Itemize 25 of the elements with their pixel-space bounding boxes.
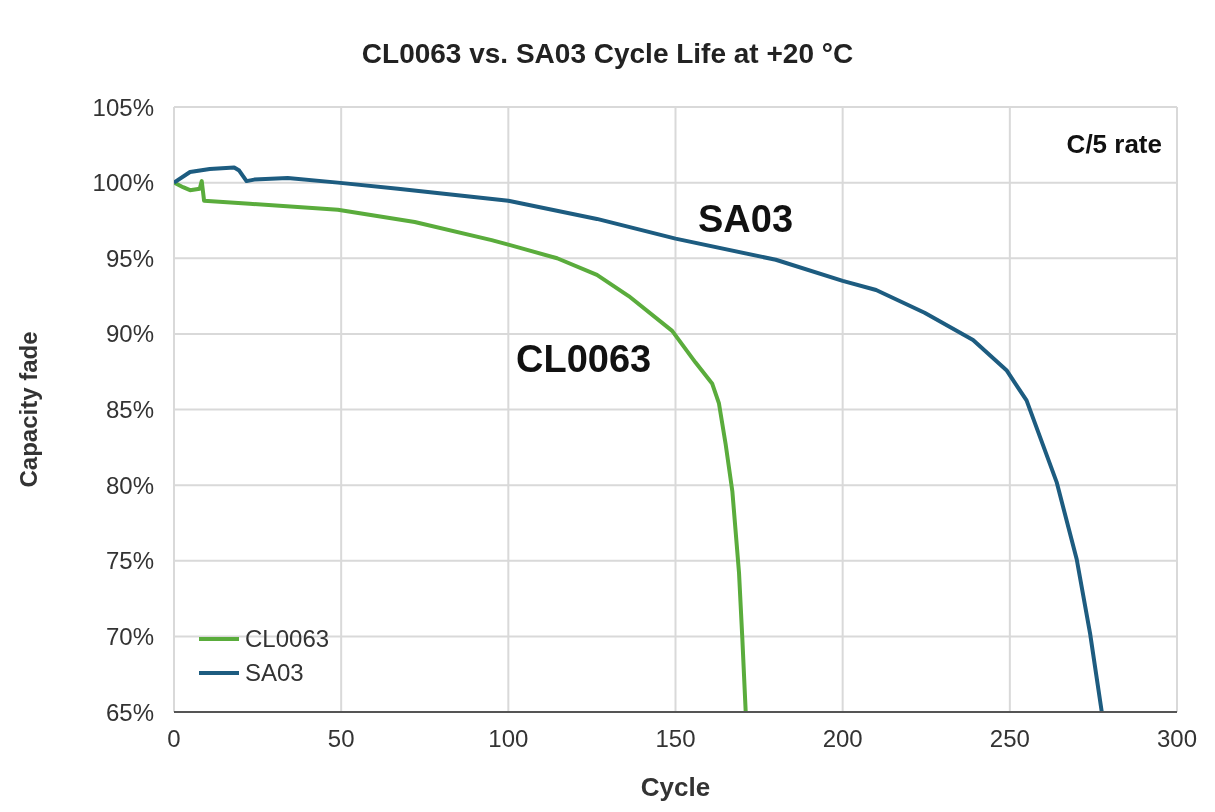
- annotation: C/5 rate: [1066, 129, 1162, 160]
- y-tick-label: 65%: [105, 698, 154, 726]
- x-tick-label: 300: [1156, 725, 1198, 753]
- y-tick-label: 95%: [105, 244, 154, 272]
- y-tick-label: 100%: [92, 169, 154, 197]
- x-tick-label: 150: [655, 725, 696, 753]
- line-series: [174, 165, 1104, 712]
- legend-label: CL0063: [245, 625, 330, 653]
- legend-label: SA03: [245, 659, 304, 687]
- x-tick-label: 50: [327, 725, 355, 753]
- x-tick-label: 250: [989, 725, 1030, 753]
- y-axis-title: Capacity fade: [14, 331, 42, 488]
- y-tick-label: 80%: [105, 471, 154, 499]
- y-tick-label: 90%: [105, 320, 154, 348]
- y-tick-label: 70%: [105, 622, 154, 650]
- y-tick-label: 75%: [105, 547, 154, 575]
- annotation: CL0063: [516, 338, 652, 381]
- annotation: SA03: [698, 198, 794, 241]
- x-tick-label: 0: [167, 725, 181, 753]
- x-tick-label: 200: [822, 725, 863, 753]
- y-tick-label: 85%: [105, 396, 154, 424]
- y-tick-label: 105%: [92, 93, 154, 121]
- x-axis-title: Cycle: [640, 772, 711, 802]
- x-tick-label: 100: [488, 725, 529, 753]
- chart-title: CL0063 vs. SA03 Cycle Life at +20 °C: [360, 38, 855, 70]
